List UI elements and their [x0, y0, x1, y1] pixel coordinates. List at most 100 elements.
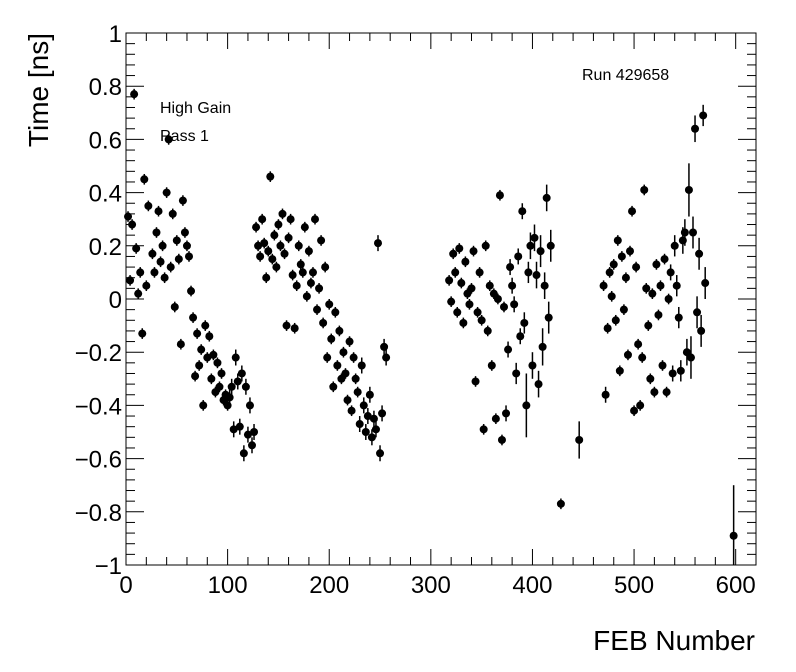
data-point [369, 410, 378, 427]
data-marker [201, 321, 210, 330]
data-point [315, 283, 324, 294]
data-marker [526, 241, 535, 250]
data-marker [469, 247, 478, 256]
axis-tick-labels: 0 100 200 300 400 500 600 −1 −0.8 −0.6 −0.4 −0.2 0 0.… [75, 21, 756, 599]
data-marker [351, 374, 360, 383]
data-marker [654, 310, 663, 319]
data-marker [203, 353, 212, 362]
data-marker [378, 409, 387, 418]
data-marker [619, 305, 628, 314]
data-point [172, 235, 181, 246]
y-tick-label: −0.2 [75, 340, 122, 367]
data-point [461, 256, 470, 268]
data-point [359, 397, 368, 414]
data-marker [268, 255, 277, 264]
data-point [506, 259, 515, 276]
data-marker [530, 233, 539, 242]
data-point [378, 405, 387, 422]
data-point [302, 291, 311, 302]
data-point [532, 261, 541, 289]
data-marker [213, 358, 222, 367]
data-point [286, 213, 295, 225]
data-point [351, 373, 360, 385]
data-marker [605, 268, 614, 277]
data-marker [152, 228, 161, 237]
data-point [227, 378, 236, 395]
data-marker [514, 252, 523, 261]
data-point [603, 322, 612, 334]
data-point [191, 370, 200, 382]
data-marker [270, 231, 279, 240]
data-marker [296, 260, 305, 269]
data-point [457, 277, 466, 289]
data-point [272, 261, 281, 273]
data-point [536, 235, 545, 268]
data-marker [502, 409, 511, 418]
data-marker [648, 289, 657, 298]
data-point [292, 280, 301, 292]
data-point [510, 296, 519, 313]
data-point [516, 328, 525, 345]
data-marker [284, 233, 293, 242]
data-point [575, 421, 584, 459]
data-point [248, 437, 256, 454]
data-point [325, 299, 334, 310]
data-point [329, 381, 338, 393]
data-marker [164, 135, 173, 144]
data-point [680, 219, 689, 246]
data-point [512, 362, 521, 385]
data-point [465, 299, 474, 310]
data-marker [644, 321, 653, 330]
data-marker [676, 366, 685, 375]
data-marker [699, 111, 708, 120]
data-marker [367, 433, 376, 442]
data-point [522, 373, 531, 438]
data-point [538, 328, 547, 366]
data-marker [292, 281, 301, 290]
data-marker [325, 300, 334, 309]
data-marker [630, 406, 639, 415]
data-point [142, 280, 151, 292]
data-point [530, 224, 539, 252]
data-marker [646, 374, 655, 383]
data-point [544, 301, 553, 334]
data-point [313, 304, 322, 315]
data-point [331, 306, 340, 318]
data-marker [250, 428, 259, 436]
data-marker [311, 215, 319, 224]
data-point [237, 365, 246, 382]
data-marker [353, 388, 362, 397]
data-point [252, 221, 261, 233]
data-point [634, 338, 643, 350]
data-marker [174, 255, 183, 264]
data-point [367, 429, 376, 446]
data-marker [260, 239, 269, 248]
data-point [166, 261, 175, 273]
data-point [284, 232, 293, 244]
data-point [630, 405, 639, 417]
data-point [371, 421, 380, 438]
data-marker [512, 369, 521, 378]
data-marker [471, 377, 480, 386]
data-marker [617, 252, 626, 261]
data-point [601, 386, 610, 403]
x-tick-label: 400 [512, 572, 552, 599]
data-point [609, 259, 618, 270]
data-point [497, 434, 506, 446]
data-point [556, 498, 565, 510]
data-point [276, 240, 285, 252]
data-marker [693, 308, 702, 317]
data-point [636, 400, 645, 411]
data-marker [601, 390, 610, 399]
data-point [335, 325, 344, 337]
data-marker [479, 425, 488, 434]
data-point [353, 386, 362, 398]
data-marker [341, 369, 350, 378]
x-tick-label: 500 [614, 572, 654, 599]
data-point [178, 195, 187, 206]
data-marker [254, 241, 263, 250]
data-point [203, 352, 212, 363]
data-marker [276, 241, 285, 250]
data-point [182, 240, 191, 252]
x-tick-label: 300 [411, 572, 451, 599]
